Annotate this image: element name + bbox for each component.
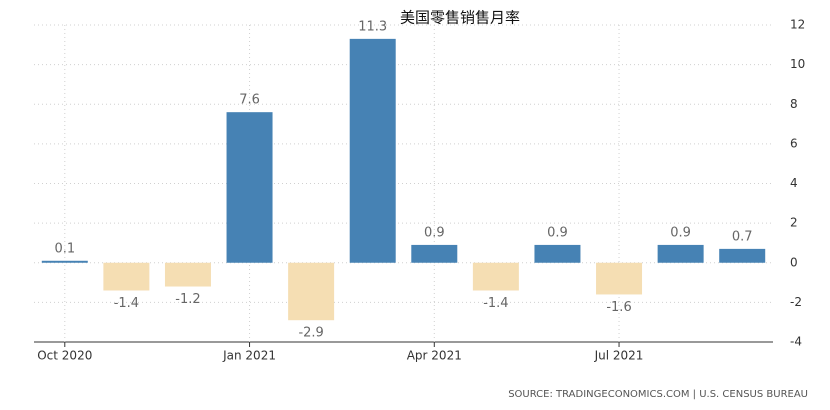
y-tick-label: 4 [790, 176, 798, 190]
x-tick-label: Oct 2020 [37, 349, 92, 363]
chart-title: 美国零售销售月率 [400, 9, 520, 27]
y-tick-label: 10 [790, 57, 805, 71]
value-label: 0.1 [54, 241, 75, 256]
y-tick-label: 2 [790, 216, 798, 230]
x-tick-label: Apr 2021 [407, 349, 462, 363]
bar [411, 244, 458, 263]
value-label: -2.9 [298, 326, 323, 341]
value-label: 11.3 [358, 19, 387, 34]
bar [472, 262, 519, 291]
value-label: 0.9 [547, 225, 568, 240]
x-tick-label: Jan 2021 [222, 349, 276, 363]
value-label: 7.6 [239, 93, 260, 108]
value-label: 0.7 [732, 229, 753, 244]
y-tick-label: 8 [790, 97, 798, 111]
y-tick-label: -4 [790, 335, 802, 349]
bar [226, 112, 273, 263]
bar [41, 260, 88, 263]
value-label: 0.9 [424, 225, 445, 240]
y-tick-label: -2 [790, 295, 802, 309]
bar [349, 38, 396, 263]
value-label: -1.6 [606, 300, 631, 315]
bar [596, 262, 643, 295]
source: SOURCE: TRADINGECONOMICS.COM | U.S. CENS… [508, 389, 808, 400]
bar [103, 262, 150, 291]
bar [164, 262, 211, 287]
bar [719, 248, 766, 263]
y-tick-label: 6 [790, 136, 798, 150]
x-tick-label: Jul 2021 [594, 349, 644, 363]
value-label: -1.2 [175, 292, 200, 307]
bar [534, 244, 581, 263]
value-label: 0.9 [670, 225, 691, 240]
y-tick-label: 0 [790, 255, 798, 269]
y-tick-label: 12 [790, 18, 805, 32]
bar [657, 244, 704, 263]
value-label: -1.4 [483, 296, 508, 311]
value-label: -1.4 [114, 296, 139, 311]
bar [288, 262, 335, 321]
